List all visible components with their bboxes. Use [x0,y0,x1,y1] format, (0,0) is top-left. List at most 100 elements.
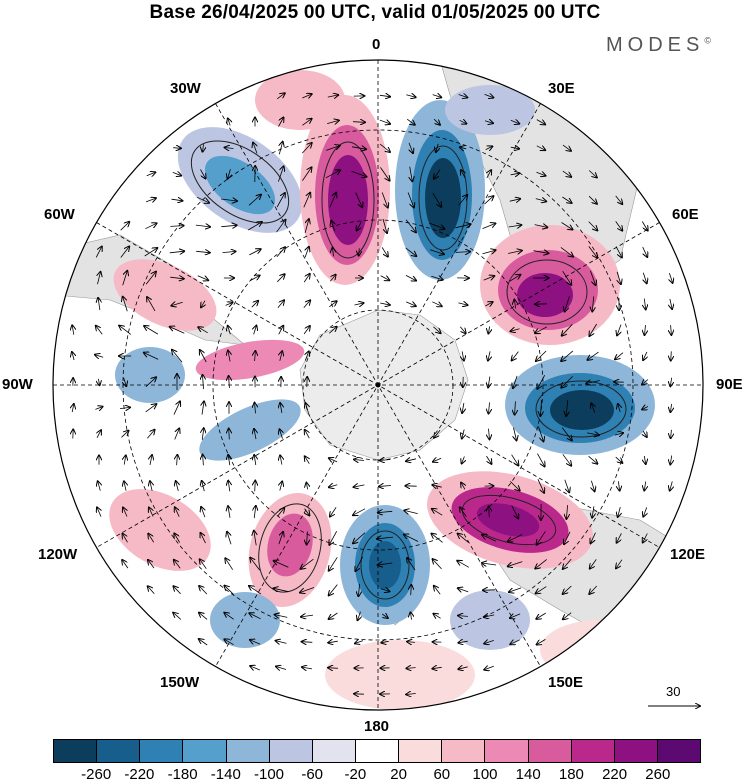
wind-vector [305,219,309,234]
colorbar-tick-label: 140 [515,766,541,783]
wind-vector [407,642,415,643]
wind-vector [249,249,260,256]
wind-vector [457,561,469,568]
wind-vector [119,407,130,408]
wind-vector [461,170,465,179]
wind-vector [199,639,208,646]
colorbar-tick-label: -140 [210,766,241,783]
lon-label-150w: 150W [160,674,200,691]
wind-vector [508,225,522,227]
anomaly-pos-east-core [517,273,573,317]
wind-vector [406,694,416,695]
wind-vector [329,458,338,462]
wind-vector [536,172,546,175]
wind-vector [224,639,234,646]
wind-vector [564,479,569,493]
wind-vector [276,641,287,644]
wind-vector [326,146,340,151]
wind-vector [643,351,647,360]
wind-vector [355,641,364,644]
wind-vector [566,399,568,416]
wind-vector [462,456,465,464]
wind-vector [203,375,204,390]
wind-vector [251,301,258,308]
lon-label-150e: 150E [548,674,584,691]
wind-vector [537,453,544,467]
wind-vector [221,199,237,201]
wind-vector [511,505,519,519]
wind-vector [538,426,544,442]
wind-vector [277,274,284,283]
wind-vector [560,247,573,256]
wind-vector [615,352,624,360]
colorbar-segment [614,740,658,762]
wind-vector [434,586,441,595]
wind-vector [222,251,236,252]
wind-vector [484,196,494,205]
wind-vector [381,192,388,208]
wind-vector [228,169,231,178]
wind-vector [352,122,365,123]
wind-vector [455,252,470,253]
colorbar-segment [355,740,400,762]
anomaly-neg-150w [210,592,280,648]
wind-vector [537,639,546,644]
wind-vector [434,169,441,178]
wind-vector [302,143,311,154]
lon-label-180: 180 [364,718,390,735]
wind-vector [327,120,339,123]
wind-vector [536,586,547,594]
wind-vector [278,118,284,127]
wind-vector [407,558,416,571]
wind-vector [537,375,546,389]
wind-vector [510,640,520,644]
wind-vector [254,455,256,466]
wind-vector [197,275,208,281]
wind-vector [616,559,623,569]
lon-label-120e: 120E [670,546,706,563]
wind-vector [591,480,594,492]
colorbar-tick-label: 60 [433,766,451,783]
wind-vector [300,587,315,593]
wind-vector [617,324,621,336]
wind-vector [510,120,519,123]
wind-vector [432,667,442,668]
wind-vector [432,485,442,487]
wind-vector [330,507,337,516]
wind-vector [488,376,490,388]
wind-vector [380,460,391,461]
wind-vector [351,170,367,177]
wind-vector [536,350,547,361]
wind-vector [145,272,156,285]
wind-vector [561,376,573,387]
wind-vector [302,94,311,98]
wind-vector [228,351,230,362]
wind-vector [354,303,364,305]
wind-vector [254,506,256,519]
wind-vector [458,588,469,592]
anomaly-neg-150e [450,590,530,650]
wind-vector [617,533,622,542]
wind-vector [562,270,572,285]
wind-vector [618,481,619,490]
wind-vector [277,508,285,517]
wind-vector [329,485,338,487]
colorbar-tick-label: 20 [390,766,407,783]
wind-vector [274,588,289,591]
wind-vector [411,612,412,620]
contour-line [190,140,290,224]
wind-vector [482,223,496,229]
wind-vector [379,486,392,487]
wind-vector [277,300,284,308]
wind-vector [305,456,310,464]
wind-vector [255,481,256,492]
wind-vector [150,481,152,491]
colorbar-segment [485,740,529,762]
wind-vector [405,247,417,256]
wind-vector [405,219,416,233]
wind-vector [433,559,442,570]
wind-vector [509,199,520,201]
wind-vector [485,302,492,306]
wind-vector [173,148,181,149]
wind-vector [431,276,442,280]
